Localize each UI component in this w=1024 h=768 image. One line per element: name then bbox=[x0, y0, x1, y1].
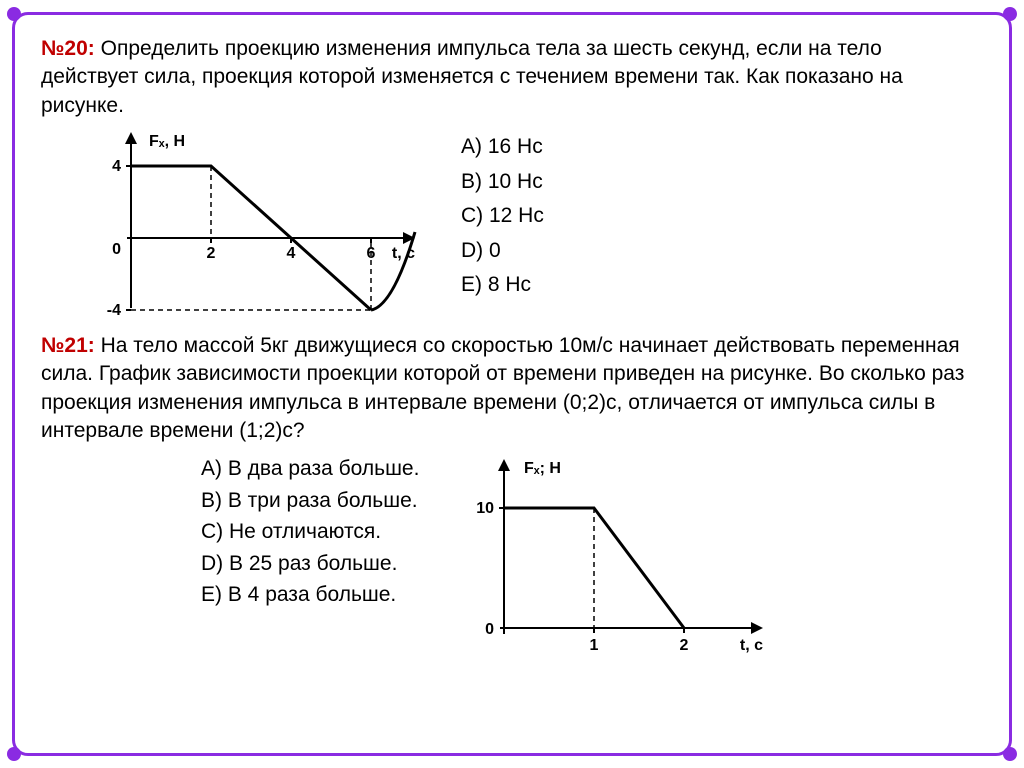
problem20-row: Fₓ, Нt, с04-4246 A) 16 НсB) 10 НсC) 12 Н… bbox=[71, 128, 983, 318]
answer-option: A) 16 Нс bbox=[461, 131, 544, 163]
svg-text:10: 10 bbox=[477, 500, 495, 517]
svg-text:4: 4 bbox=[287, 245, 296, 262]
answer-option: E) 8 Нс bbox=[461, 269, 544, 301]
slide-frame: №20: Определить проекцию изменения импул… bbox=[12, 12, 1012, 756]
svg-text:0: 0 bbox=[486, 621, 495, 638]
answer-option: C) Не отличаются. bbox=[201, 516, 419, 548]
problem20-body: Определить проекцию изменения импульса т… bbox=[41, 37, 903, 117]
svg-text:-4: -4 bbox=[107, 302, 121, 319]
answer-option: D) 0 bbox=[461, 235, 544, 267]
corner-dot bbox=[1003, 7, 1017, 21]
problem21-text: №21: На тело массой 5кг движущиеся со ск… bbox=[41, 332, 983, 445]
problem20-text: №20: Определить проекцию изменения импул… bbox=[41, 35, 983, 120]
problem21-options: A) В два раза больше.B) В три раза больш… bbox=[201, 453, 419, 611]
corner-dot bbox=[7, 7, 21, 21]
answer-option: D) В 25 раз больше. bbox=[201, 548, 419, 580]
answer-option: E) В 4 раза больше. bbox=[201, 579, 419, 611]
problem20-label: №20: bbox=[41, 37, 95, 60]
svg-text:t, с: t, с bbox=[740, 637, 763, 654]
problem20-options: A) 16 НсB) 10 НсC) 12 НсD) 0E) 8 Нс bbox=[461, 128, 544, 304]
svg-text:4: 4 bbox=[112, 158, 121, 175]
svg-text:Fₓ, Н: Fₓ, Н bbox=[149, 133, 185, 150]
problem21-row: A) В два раза больше.B) В три раза больш… bbox=[41, 453, 983, 663]
svg-text:2: 2 bbox=[207, 245, 216, 262]
answer-option: A) В два раза больше. bbox=[201, 453, 419, 485]
corner-dot bbox=[7, 747, 21, 761]
answer-option: C) 12 Нс bbox=[461, 200, 544, 232]
svg-text:0: 0 bbox=[112, 241, 121, 258]
svg-text:2: 2 bbox=[680, 637, 689, 654]
svg-text:1: 1 bbox=[590, 637, 599, 654]
answer-option: B) 10 Нс bbox=[461, 166, 544, 198]
problem20-chart: Fₓ, Нt, с04-4246 bbox=[71, 128, 421, 318]
problem21-body: На тело массой 5кг движущиеся со скорост… bbox=[41, 334, 964, 442]
corner-dot bbox=[1003, 747, 1017, 761]
problem21-label: №21: bbox=[41, 334, 95, 357]
problem21-chart: Fₓ; Н t, с 0 10 1 2 bbox=[449, 453, 769, 663]
svg-text:Fₓ; Н: Fₓ; Н bbox=[524, 460, 561, 477]
answer-option: B) В три раза больше. bbox=[201, 485, 419, 517]
